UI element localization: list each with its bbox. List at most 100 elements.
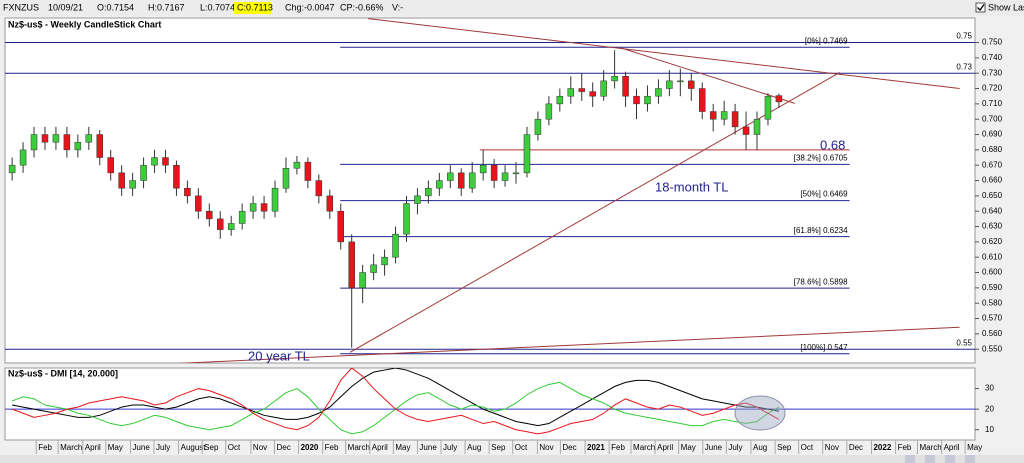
x-tick-label: May: [395, 443, 410, 452]
candle-body: [315, 180, 323, 197]
candle-body: [600, 80, 607, 97]
candle-body: [688, 80, 695, 89]
candle-body: [381, 256, 388, 266]
show-last[interactable]: Show Last: [988, 2, 1024, 12]
y-tick-label: 0.550: [982, 344, 1003, 353]
trendline: [619, 47, 795, 104]
x-tick-label: Dec: [276, 443, 290, 452]
level-label: [61.8%] 0.6234: [794, 226, 848, 235]
x-tick-label: Sep: [204, 443, 219, 452]
y-tick-label: 0.560: [982, 329, 1003, 338]
y-tick-label: 0.640: [982, 206, 1003, 215]
y-tick-label: 0.710: [982, 99, 1003, 108]
candle-body: [742, 126, 750, 135]
y-tick-label: 0.690: [982, 130, 1003, 139]
x-tick-label: 2020: [301, 443, 319, 452]
candle-body: [589, 91, 596, 97]
y-tick-label: 0.590: [982, 283, 1003, 292]
x-tick-label: Nov: [825, 443, 839, 452]
candle-body: [107, 157, 114, 174]
y-tick-label: 0.730: [982, 68, 1003, 77]
candle-body: [436, 180, 443, 189]
y-tick-label: 0.630: [982, 222, 1003, 231]
y-tick-label: 10: [985, 425, 994, 434]
horizontal-line-label: 0.75: [956, 32, 972, 41]
level-label: [38.2%] 0.6705: [794, 154, 848, 163]
price-pane: [4, 17, 976, 364]
candle-body: [96, 134, 104, 158]
candle-body: [282, 168, 290, 189]
checkbox[interactable]: [975, 2, 986, 13]
x-tick-label: March: [60, 443, 82, 452]
candle-body: [523, 134, 531, 174]
x-tick-label: Feb: [898, 443, 912, 452]
candle-body: [490, 164, 498, 181]
candle-body: [140, 164, 147, 181]
y-tick-label: 0.620: [982, 237, 1003, 246]
candle-body: [655, 88, 662, 97]
scrollbar[interactable]: [0, 455, 1024, 463]
x-tick-label: April: [657, 443, 673, 452]
symbol: FXNZUS: [3, 2, 39, 12]
x-tick-label: March: [633, 443, 655, 452]
candle-body: [545, 103, 553, 120]
close: C:0.7113: [237, 2, 273, 12]
candle-body: [611, 76, 618, 82]
x-tick-label: May: [967, 443, 982, 452]
candle-body: [74, 141, 82, 151]
x-tick-label: March: [348, 443, 370, 452]
candle-body: [227, 223, 235, 230]
x-tick-label: 2022: [873, 443, 891, 452]
candle-body: [8, 164, 16, 174]
candle-body: [720, 111, 728, 120]
y-tick-label: 0.610: [982, 252, 1003, 261]
candle-body: [709, 111, 717, 120]
x-tick-label: Feb: [38, 443, 52, 452]
candle-body: [348, 241, 355, 289]
candle-body: [304, 161, 312, 181]
x-tick-label: Oct: [228, 443, 241, 452]
x-tick-label: Feb: [611, 443, 625, 452]
candle-body: [19, 149, 27, 166]
x-tick-label: Aug: [753, 443, 767, 452]
candle-body: [534, 118, 542, 135]
scroll-button[interactable]: [905, 455, 915, 463]
candle-body: [337, 210, 344, 243]
candle-body: [775, 95, 783, 103]
x-tick-label: Nov: [253, 443, 267, 452]
x-tick-label: June: [419, 443, 437, 452]
trendline: [368, 18, 960, 90]
candle-body: [326, 195, 334, 212]
scroll-button[interactable]: [965, 455, 975, 463]
dmi-pane: [4, 367, 976, 441]
x-tick-label: June: [132, 443, 150, 452]
candle-body: [644, 95, 651, 105]
x-tick-label: Sep: [491, 443, 506, 452]
x-tick-label: 2021: [587, 443, 605, 452]
candle-body: [52, 134, 60, 143]
trendline-label: 20 year TL: [248, 348, 310, 363]
scroll-button[interactable]: [925, 455, 935, 463]
candle-body: [151, 157, 158, 166]
change-pct: CP:-0.66%: [340, 2, 384, 12]
candle-body: [206, 210, 213, 220]
candle-body: [425, 187, 432, 197]
volume: V:-: [392, 2, 403, 12]
close-highlight: [234, 2, 271, 14]
y-tick-label: 0.660: [982, 176, 1003, 185]
candle-body: [85, 134, 93, 143]
scroll-button[interactable]: [945, 455, 955, 463]
candle-body: [567, 88, 575, 97]
chart-title: Nz$-us$ - Weekly CandleStick Chart: [8, 19, 161, 29]
x-tick-label: Oct: [801, 443, 814, 452]
candle-body: [677, 80, 684, 83]
candle-body: [260, 203, 268, 212]
candle-body: [666, 80, 673, 89]
x-tick-label: Nov: [539, 443, 553, 452]
level-label: [78.6%] 0.5898: [794, 277, 848, 286]
y-tick-label: 0.670: [982, 160, 1003, 169]
horizontal-line-label: 0.55: [956, 338, 972, 347]
high: H:0.7167: [148, 2, 185, 12]
trendline: [175, 326, 960, 363]
